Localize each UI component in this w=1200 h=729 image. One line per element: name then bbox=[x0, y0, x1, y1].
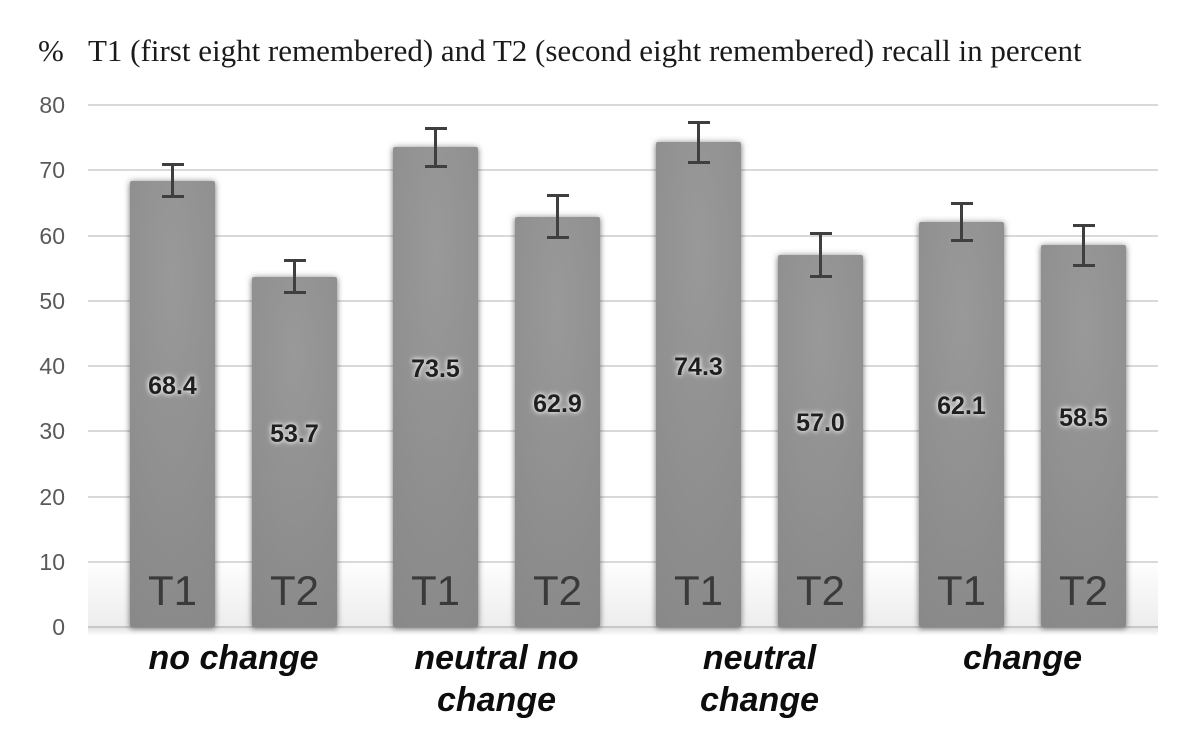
bar-series-label: T1 bbox=[147, 566, 197, 614]
category-label-line: neutral no bbox=[414, 639, 579, 677]
gridline bbox=[88, 234, 1158, 237]
error-bar-cap-bottom bbox=[950, 239, 973, 243]
bar-t2-neutral-no-change: 62.9 T2 bbox=[515, 216, 600, 627]
chart-header: % T1 (first eight remembered) and T2 (se… bbox=[0, 33, 1200, 73]
category-label-neutral-change: neutral change bbox=[590, 637, 930, 721]
y-tick-label: 70 bbox=[39, 157, 65, 184]
bar-t1-change: 62.1 T1 bbox=[919, 221, 1004, 627]
error-bar-cap-bottom bbox=[546, 235, 569, 239]
gridline bbox=[88, 104, 1158, 106]
error-bar-cap-bottom bbox=[1072, 263, 1095, 267]
bar-value-label: 57.0 bbox=[796, 409, 845, 438]
error-bar-line bbox=[1082, 223, 1085, 267]
bar-series-label: T1 bbox=[410, 566, 460, 614]
category-label-line: no change bbox=[148, 639, 319, 677]
error-bar-line bbox=[171, 163, 174, 199]
error-bar-cap-bottom bbox=[424, 164, 447, 168]
gridline bbox=[88, 560, 1158, 563]
error-bar-line bbox=[960, 201, 963, 243]
error-bar-cap-top bbox=[283, 258, 306, 262]
bar-series-label: T2 bbox=[795, 566, 845, 614]
y-axis-unit-label: % bbox=[38, 33, 64, 68]
y-tick-label: 10 bbox=[39, 548, 65, 575]
error-bar-cap-bottom bbox=[809, 274, 832, 278]
error-bar-cap-top bbox=[424, 127, 447, 131]
bar-series-label: T1 bbox=[936, 566, 986, 614]
error-bar-line bbox=[819, 232, 822, 278]
bar-series-label: T2 bbox=[532, 566, 582, 614]
bar-t2-neutral-change: 57.0 T2 bbox=[778, 255, 863, 627]
error-bar-cap-bottom bbox=[283, 291, 306, 295]
bar-value-label: 62.9 bbox=[533, 389, 582, 418]
gridline bbox=[88, 365, 1158, 367]
category-label-neutral-no-change: neutral no change bbox=[327, 637, 667, 721]
gridline bbox=[88, 299, 1158, 302]
error-bar bbox=[1072, 223, 1095, 267]
error-bar-cap-top bbox=[950, 201, 973, 205]
error-bar bbox=[161, 163, 184, 199]
bar-value-label: 73.5 bbox=[411, 355, 460, 384]
bar-t2-no-change: 53.7 T2 bbox=[252, 276, 337, 627]
error-bar bbox=[424, 127, 447, 168]
gridline bbox=[88, 169, 1158, 172]
bar-t1-neutral-change: 74.3 T1 bbox=[656, 142, 741, 627]
bar-value-label: 74.3 bbox=[674, 352, 723, 381]
y-tick-label: 30 bbox=[39, 418, 65, 445]
bar-value-label: 53.7 bbox=[270, 419, 319, 448]
gridline bbox=[88, 495, 1158, 498]
error-bar-line bbox=[697, 120, 700, 164]
y-tick-label: 80 bbox=[39, 92, 65, 118]
y-tick-label: 40 bbox=[39, 353, 65, 379]
axis-shadow bbox=[88, 628, 1158, 636]
bar-series-label: T2 bbox=[269, 566, 319, 614]
bar-t2-change: 58.5 T2 bbox=[1041, 245, 1126, 627]
y-tick-label: 50 bbox=[39, 287, 65, 314]
error-bar-cap-bottom bbox=[161, 195, 184, 199]
error-bar-cap-bottom bbox=[687, 160, 710, 164]
error-bar-cap-top bbox=[687, 120, 710, 124]
error-bar bbox=[809, 232, 832, 278]
bar-value-label: 58.5 bbox=[1059, 404, 1108, 433]
error-bar-cap-top bbox=[546, 194, 569, 198]
chart-title: T1 (first eight remembered) and T2 (seco… bbox=[88, 33, 1082, 68]
bar-series-label: T1 bbox=[673, 566, 723, 614]
error-bar bbox=[546, 194, 569, 239]
error-bar bbox=[283, 258, 306, 295]
bar-value-label: 62.1 bbox=[937, 392, 986, 421]
x-axis-line bbox=[88, 626, 1158, 628]
bar-t1-neutral-no-change: 73.5 T1 bbox=[393, 147, 478, 627]
error-bar-line bbox=[556, 194, 559, 239]
error-bar-cap-top bbox=[1072, 223, 1095, 227]
category-label-line: neutral bbox=[702, 639, 817, 677]
bar-series-label: T2 bbox=[1058, 566, 1108, 614]
category-label-line: change bbox=[962, 639, 1083, 677]
error-bar bbox=[687, 120, 710, 164]
error-bar bbox=[950, 201, 973, 243]
error-bar-line bbox=[293, 258, 296, 295]
category-label-change: change bbox=[853, 637, 1193, 679]
gridline bbox=[88, 430, 1158, 433]
error-bar-line bbox=[434, 127, 437, 168]
category-label-line: change bbox=[436, 681, 557, 719]
y-tick-label: 20 bbox=[39, 483, 65, 510]
y-tick-label: 60 bbox=[39, 222, 65, 249]
bar-t1-no-change: 68.4 T1 bbox=[130, 180, 215, 627]
category-label-line: change bbox=[699, 681, 820, 719]
error-bar-cap-top bbox=[809, 232, 832, 236]
category-label-no-change: no change bbox=[64, 637, 404, 679]
bar-value-label: 68.4 bbox=[148, 371, 197, 400]
error-bar-cap-top bbox=[161, 163, 184, 167]
y-tick-label: 0 bbox=[52, 614, 65, 640]
